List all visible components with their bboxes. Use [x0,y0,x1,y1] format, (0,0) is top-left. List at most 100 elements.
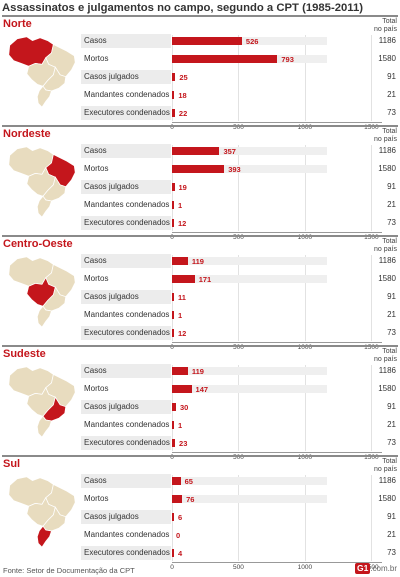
total-value: 1580 [378,494,396,503]
data-bar [172,201,174,209]
total-column-header: Total no país [353,348,397,364]
x-tick-label: 500 [233,454,244,461]
category-label: Executores condenados [81,326,171,340]
category-label: Mandantes condenados [84,420,170,429]
x-tick-label: 500 [233,124,244,131]
data-label: 65 [184,477,193,486]
data-bar [172,73,176,81]
total-value: 1580 [378,54,396,63]
bar-track [172,165,327,173]
gridline [371,475,373,561]
panel-divider [2,15,398,17]
gridline [238,255,240,341]
page-title: Assassinatos e julgamentos no campo, seg… [2,2,363,14]
map-region-sul [36,305,53,328]
gridline [238,35,240,121]
total-value: 73 [387,438,396,447]
total-value: 1186 [378,146,396,155]
data-bar [172,165,225,173]
total-value: 73 [387,218,396,227]
map-region-sul [36,525,53,548]
panel-divider [2,125,398,127]
category-label: Casos [81,364,171,378]
total-value: 73 [387,548,396,557]
data-label: 11 [178,293,186,302]
category-label: Casos julgados [81,290,171,304]
gridline [304,365,306,451]
data-bar [172,91,175,99]
x-axis [172,232,382,233]
data-bar [172,549,174,557]
x-tick-label: 1500 [364,124,379,131]
region-title: Centro-Oeste [3,238,73,250]
total-header-line: Total [382,238,397,245]
brazil-map [8,366,76,438]
data-label: 1 [178,201,183,210]
region-panel: Sul Total no país Casos 65 1186 Mortos 76 1580 Ca… [0,455,400,571]
data-label: 526 [245,37,259,46]
gridline [304,35,306,121]
gridline [304,145,306,231]
category-label: Mortos [84,164,109,173]
data-bar [172,421,174,429]
total-column-header: Total no país [353,238,397,254]
map-region-sul [36,85,53,108]
data-label: 76 [186,495,195,504]
category-label: Mortos [84,494,109,503]
total-header-line: no país [374,246,397,253]
category-label: Casos [81,254,171,268]
data-bar [172,477,181,485]
category-label: Casos julgados [81,70,171,84]
data-bar [172,37,242,45]
data-bar [172,147,220,155]
x-tick-label: 1000 [297,344,313,351]
data-label: 6 [178,513,183,522]
x-tick-label: 0 [170,454,174,461]
brazil-map [8,146,76,218]
map-region-sul [36,415,53,438]
x-tick-label: 1000 [297,124,313,131]
data-label: 12 [178,219,187,228]
g1-domain: .com.br [370,564,397,573]
total-header-line: no país [374,26,397,33]
bar-track [172,147,327,155]
total-value: 1186 [378,256,396,265]
total-value: 21 [387,310,396,319]
brazil-map [8,256,76,328]
x-tick-label: 0 [170,234,174,241]
region-title: Sudeste [3,348,46,360]
x-tick-label: 1000 [297,564,313,571]
data-bar [172,495,183,503]
data-bar [172,513,174,521]
region-panel: Norte Total no país Casos 526 1186 Mortos 793 15… [0,15,400,131]
bar-track [172,275,327,283]
category-label: Mortos [84,54,109,63]
region-panel: Sudeste Total no país Casos 119 1186 Mortos 147… [0,345,400,461]
x-tick-label: 1000 [297,234,313,241]
category-label: Mortos [84,384,109,393]
x-axis [172,342,382,343]
gridline [304,255,306,341]
data-bar [172,183,175,191]
total-header-line: Total [382,458,397,465]
total-value: 91 [387,182,396,191]
region-title: Nordeste [3,128,51,140]
gridline [371,365,373,451]
g1-mark: G1 [354,563,371,574]
total-value: 1580 [378,384,396,393]
data-label: 12 [178,329,187,338]
map-region-sul [36,195,53,218]
data-label: 1 [178,311,183,320]
data-bar [172,403,176,411]
x-tick-label: 0 [170,564,174,571]
data-bar [172,275,195,283]
category-label: Executores condenados [81,546,171,560]
data-bar [172,257,188,265]
total-header-line: Total [382,128,397,135]
category-label: Casos julgados [81,400,171,414]
x-tick-label: 500 [233,344,244,351]
data-bar [172,439,176,447]
region-panel: Centro-Oeste Total no país Casos 119 1186 Mort… [0,235,400,351]
region-panel: Nordeste Total no país Casos 357 1186 Mortos 39… [0,125,400,241]
total-value: 1580 [378,274,396,283]
